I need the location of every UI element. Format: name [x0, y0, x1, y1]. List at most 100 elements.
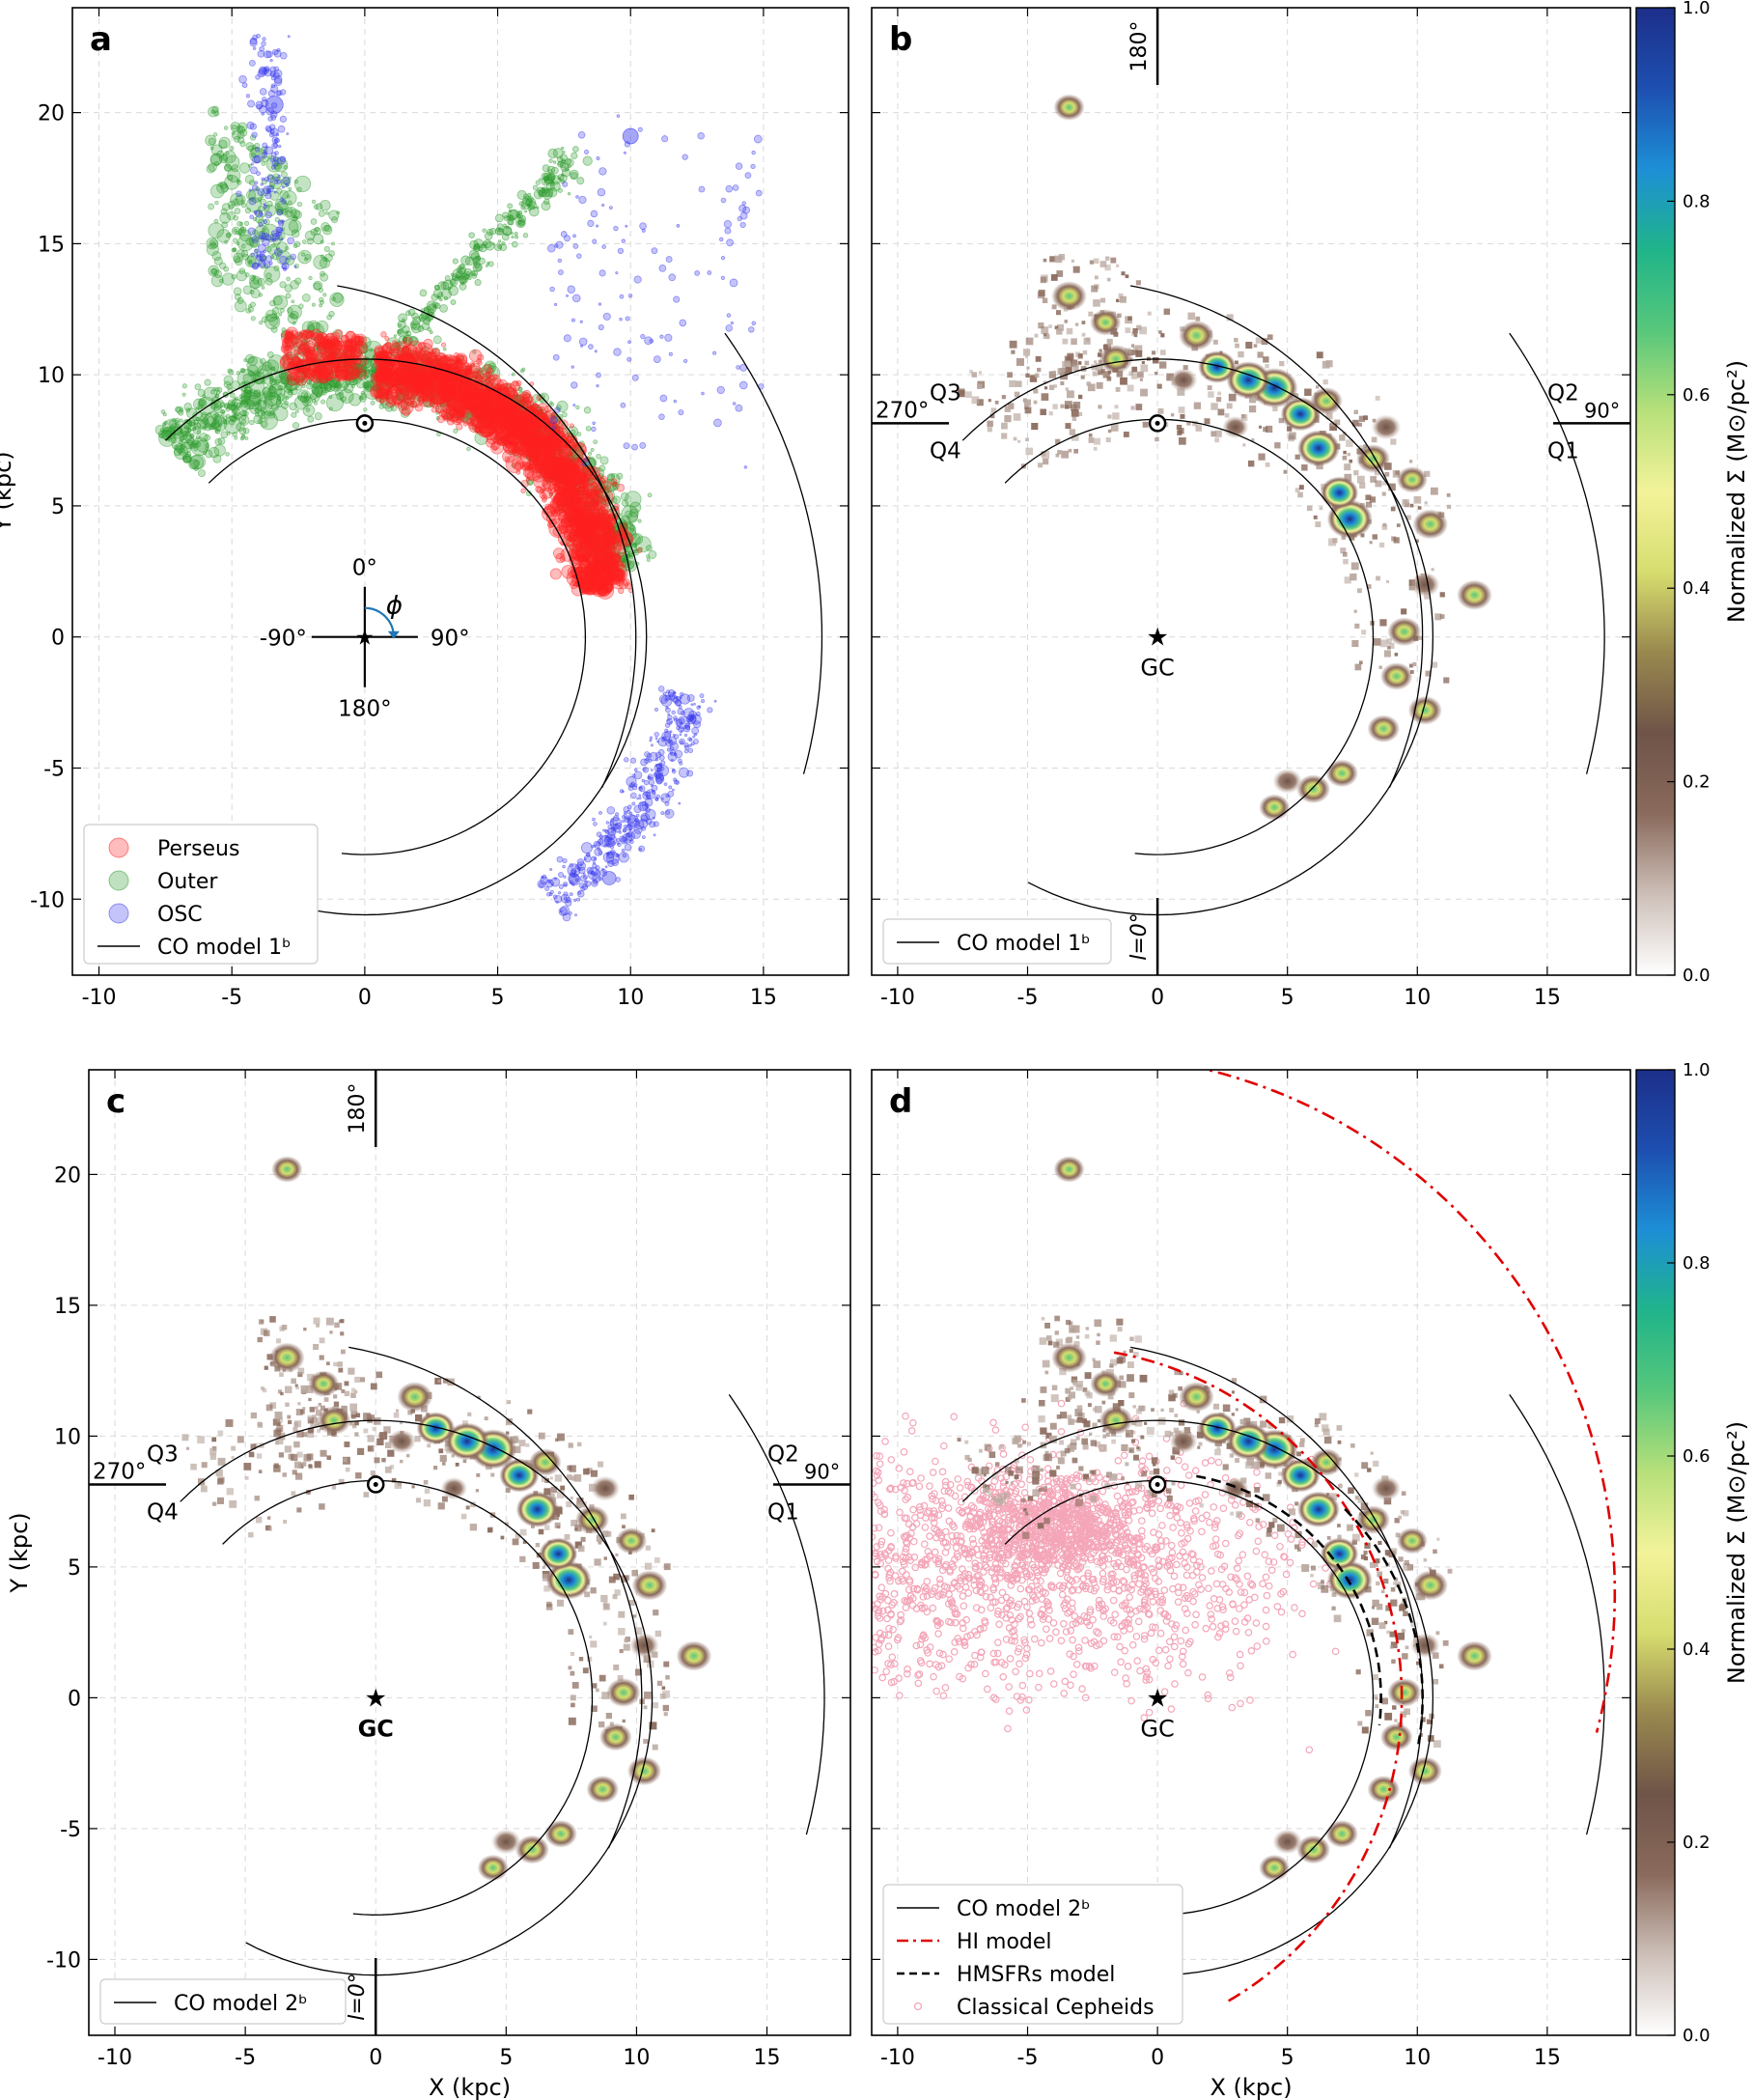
scatter-point	[612, 530, 619, 537]
scatter-point	[646, 554, 651, 559]
scatter-point	[179, 407, 183, 412]
scatter-point	[364, 385, 370, 391]
scatter-point	[236, 406, 240, 410]
scatter-point	[570, 580, 579, 590]
scatter-point	[221, 272, 235, 286]
scatter-point	[328, 310, 335, 318]
scatter-point	[233, 198, 240, 206]
scatter-point	[448, 285, 459, 296]
scatter-point	[533, 189, 543, 200]
scatter-point	[279, 372, 292, 384]
scatter-point	[590, 448, 595, 452]
scatter-point	[436, 415, 445, 424]
scatter-point	[384, 336, 390, 342]
scatter-point	[312, 369, 319, 376]
scatter-point	[474, 279, 482, 287]
scatter-point	[276, 187, 283, 194]
scatter-point	[188, 419, 196, 427]
scatter-point	[518, 419, 524, 425]
scatter-point	[286, 276, 291, 282]
scatter-point	[620, 491, 629, 501]
scatter-point	[308, 275, 313, 281]
scatter-point	[216, 229, 231, 243]
scatter-point	[418, 314, 427, 322]
scatter-point	[699, 693, 705, 699]
scatter-point	[370, 400, 376, 406]
scatter-point	[456, 265, 467, 275]
scatter-point	[528, 406, 534, 411]
scatter-point	[240, 368, 246, 374]
scatter-point	[445, 408, 451, 414]
scatter-point	[278, 384, 284, 391]
scatter-point	[592, 861, 597, 865]
scatter-point	[205, 443, 209, 448]
scatter-point	[288, 388, 293, 394]
scatter-point	[257, 393, 262, 398]
scatter-point	[638, 794, 642, 798]
scatter-point	[629, 757, 637, 764]
scatter-point	[541, 434, 550, 444]
scatter-point	[225, 452, 230, 457]
scatter-point	[345, 330, 357, 343]
scatter-point	[555, 552, 566, 564]
scatter-point	[195, 416, 200, 422]
scatter-point	[242, 410, 249, 417]
scatter-point	[281, 402, 289, 409]
scatter-point	[647, 492, 653, 498]
scatter-point	[405, 310, 411, 317]
scatter-point	[157, 430, 166, 438]
scatter-point	[440, 342, 447, 348]
scatter-point	[314, 401, 318, 406]
scatter-point	[233, 407, 241, 416]
scatter-point	[181, 392, 186, 397]
scatter-point	[227, 174, 234, 182]
scatter-point	[621, 815, 626, 820]
scatter-point	[526, 396, 534, 404]
scatter-point	[561, 433, 567, 438]
scatter-point	[233, 238, 238, 243]
scatter-point	[181, 434, 187, 440]
scatter-point	[236, 371, 240, 376]
scatter-point	[452, 258, 459, 265]
scatter-point	[238, 162, 251, 174]
scatter-point	[331, 241, 336, 246]
scatter-point	[486, 228, 494, 236]
scatter-point	[523, 430, 531, 437]
scatter-point	[243, 220, 250, 226]
scatter-point	[654, 763, 659, 768]
scatter-point	[567, 192, 571, 196]
scatter-point	[542, 488, 553, 499]
scatter-point	[594, 482, 599, 488]
scatter-point	[583, 564, 600, 581]
scatter-point	[261, 285, 265, 290]
scatter-point	[193, 419, 199, 426]
scatter-point	[193, 465, 199, 472]
scatter-point	[224, 239, 229, 244]
scatter-point	[429, 330, 433, 335]
scatter-point	[566, 520, 573, 528]
scatter-point	[285, 293, 292, 299]
scatter-point	[631, 801, 636, 806]
scatter-point	[389, 361, 395, 367]
scatter-point	[271, 378, 276, 383]
scatter-point	[162, 412, 167, 417]
scatter-point	[250, 288, 261, 299]
scatter-point	[236, 402, 242, 408]
scatter-point	[642, 767, 650, 773]
scatter-point	[240, 419, 246, 425]
scatter-point	[581, 493, 591, 503]
scatter-point	[506, 386, 516, 397]
scatter-point	[210, 144, 223, 156]
scatter-point	[664, 728, 669, 733]
scatter-point	[291, 411, 297, 418]
scatter-point	[594, 536, 600, 544]
scatter-point	[177, 447, 186, 456]
scatter-point	[474, 406, 483, 415]
scatter-point	[585, 514, 598, 526]
scatter-point	[541, 172, 549, 181]
scatter-point	[398, 322, 403, 328]
scatter-point	[306, 382, 314, 390]
scatter-point	[581, 502, 587, 508]
scatter-point	[514, 408, 519, 414]
scatter-point	[261, 316, 268, 323]
